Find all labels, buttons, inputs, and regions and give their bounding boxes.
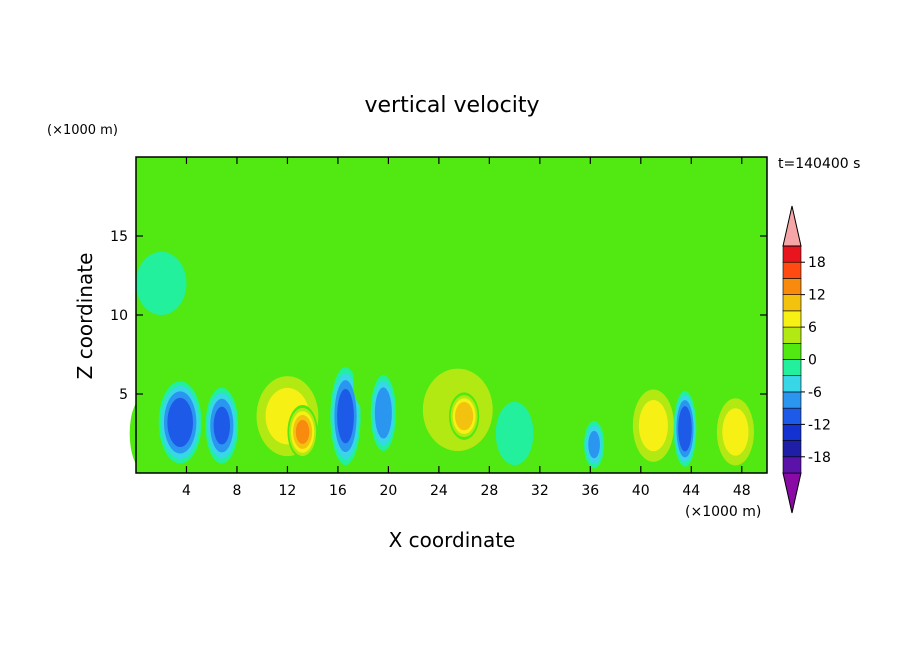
- colorbar: 18 12 6 0 -6 -12 -18: [782, 205, 831, 514]
- plot-area: [129, 157, 767, 474]
- colorbar-segment: [782, 245, 802, 263]
- contour-band: [638, 400, 668, 452]
- contour-band: [722, 408, 749, 456]
- x-tick-label: 20: [379, 483, 397, 499]
- colorbar-max-arrow: [782, 205, 802, 247]
- velocity-cell: [353, 356, 374, 407]
- colorbar-segment: [782, 424, 802, 441]
- contour-band: [678, 406, 692, 452]
- x-tick-label: 36: [581, 483, 599, 499]
- x-tick-label: 28: [480, 483, 498, 499]
- colorbar-min-arrow: [782, 472, 802, 514]
- colorbar-segment: [782, 278, 802, 295]
- contour-band: [136, 251, 187, 315]
- velocity-cell: [448, 392, 480, 440]
- y-axis: 5 10 15: [110, 229, 767, 403]
- y-axis-label: Z coordinate: [73, 253, 97, 380]
- colorbar-segment: [782, 391, 802, 409]
- velocity-cell: [136, 251, 187, 315]
- velocity-cell: [129, 398, 155, 469]
- x-tick-label: 44: [682, 483, 700, 499]
- velocity-cell: [330, 367, 361, 466]
- colorbar-tick-label: -12: [808, 417, 831, 433]
- colorbar-tick-label: -18: [808, 450, 831, 466]
- colorbar-segment: [782, 375, 802, 393]
- x-tick-label: 8: [232, 483, 241, 499]
- colorbar-segment: [782, 310, 802, 328]
- contour-band: [374, 387, 392, 439]
- contour-band: [353, 356, 374, 407]
- velocity-cell: [287, 405, 318, 459]
- x-tick-label: 40: [632, 483, 650, 499]
- x-unit-label: (×1000 m): [685, 504, 761, 520]
- colorbar-segment: [782, 456, 802, 474]
- y-unit-label: (×1000 m): [47, 123, 118, 138]
- contour-band: [129, 398, 155, 469]
- velocity-cell: [712, 390, 759, 474]
- contour-band: [495, 401, 534, 466]
- x-tick-label: 48: [733, 483, 751, 499]
- colorbar-segment: [782, 294, 802, 312]
- x-tick-label: 16: [329, 483, 347, 499]
- velocity-cell: [673, 390, 697, 467]
- velocity-cell: [158, 381, 202, 464]
- time-label: t=140400 s: [778, 156, 860, 172]
- x-tick-label: 24: [430, 483, 448, 499]
- colorbar-segment: [782, 407, 802, 425]
- contour-band: [167, 397, 193, 447]
- velocity-cell: [370, 375, 396, 451]
- contour-band: [213, 406, 231, 445]
- velocity-cell: [584, 420, 605, 469]
- colorbar-tick-label: 12: [808, 288, 826, 304]
- y-tick-label: 15: [110, 229, 128, 245]
- velocity-cell: [628, 381, 679, 470]
- colorbar-tick-label: -6: [808, 385, 822, 401]
- contour-band: [455, 401, 474, 431]
- x-axis-label: X coordinate: [389, 528, 516, 552]
- contour-band: [588, 430, 600, 459]
- x-tick-label: 12: [279, 483, 297, 499]
- x-tick-label: 4: [182, 483, 191, 499]
- colorbar-tick-label: 0: [808, 353, 817, 369]
- velocity-cell: [495, 401, 534, 466]
- colorbar-segment: [782, 342, 802, 360]
- chart-title: vertical velocity: [364, 93, 539, 118]
- contour-band: [337, 388, 354, 444]
- colorbar-segment: [782, 261, 802, 279]
- colorbar-tick-label: 6: [808, 320, 817, 336]
- x-axis: 4 8 12 16 20 24 28 32 36 40 44 48: [182, 157, 751, 499]
- colorbar-segment: [782, 440, 802, 458]
- colorbar-segment: [782, 359, 802, 377]
- y-tick-label: 10: [110, 308, 128, 324]
- velocity-cell: [205, 387, 239, 464]
- x-tick-label: 32: [531, 483, 549, 499]
- colorbar-segment: [782, 326, 802, 344]
- colorbar-tick-label: 18: [808, 255, 826, 271]
- y-tick-label: 5: [119, 387, 128, 403]
- contour-band: [295, 419, 310, 444]
